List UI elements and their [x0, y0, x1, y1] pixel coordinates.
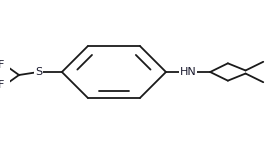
Text: HN: HN	[180, 67, 197, 77]
Text: F: F	[0, 60, 5, 70]
Text: F: F	[0, 80, 5, 90]
Text: S: S	[35, 67, 42, 77]
